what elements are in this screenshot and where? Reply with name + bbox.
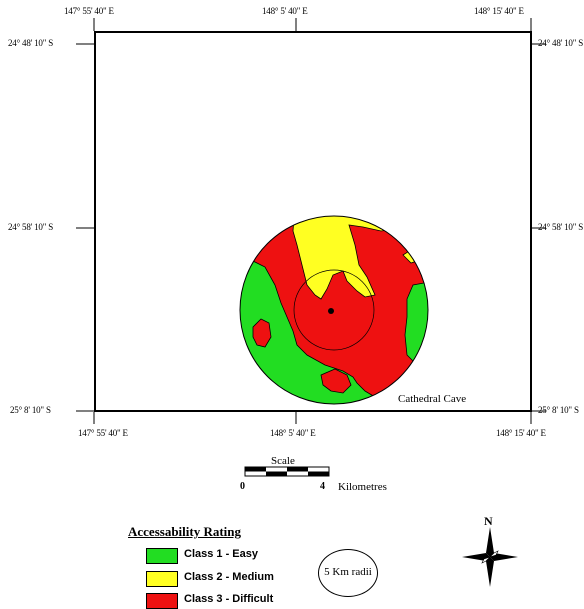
scale-units-label: Kilometres bbox=[338, 481, 387, 493]
coord-label-right-mid: 24° 58' 10" S bbox=[538, 222, 584, 232]
accessibility-zone-map bbox=[239, 215, 429, 405]
scale-bar bbox=[244, 466, 330, 477]
coord-label-left-mid: 24° 58' 10" S bbox=[8, 222, 54, 232]
coord-label-left-bottom: 25° 8' 10" S bbox=[10, 405, 51, 415]
coord-label-bottom-mid: 148° 5' 40" E bbox=[270, 428, 316, 438]
scale-max-label: 4 bbox=[320, 481, 325, 492]
site-label: Cathedral Cave bbox=[398, 393, 467, 405]
coord-label-bottom-right: 148° 15' 40" E bbox=[496, 428, 546, 438]
scale-title: Scale bbox=[271, 455, 295, 467]
map-frame bbox=[94, 31, 532, 412]
north-label: N bbox=[484, 514, 493, 528]
legend-swatch-easy bbox=[146, 548, 178, 564]
legend-title: Accessability Rating bbox=[128, 524, 242, 539]
legend-label-difficult: Class 3 - Difficult bbox=[184, 593, 274, 605]
legend-label-easy: Class 1 - Easy bbox=[184, 548, 258, 560]
cave-site-marker bbox=[328, 308, 334, 314]
coord-label-top-left: 147° 55' 40" E bbox=[64, 6, 114, 16]
radius-label: 5 Km radii bbox=[324, 566, 372, 578]
north-arrow-icon bbox=[462, 527, 518, 587]
zone-class-3-difficult-lobe bbox=[320, 368, 352, 394]
zone-class-1-easy-east bbox=[404, 280, 428, 366]
legend-swatch-medium bbox=[146, 571, 178, 587]
coord-label-left-top: 24° 48' 10" S bbox=[8, 38, 54, 48]
coord-label-right-bottom: 25° 8' 10" S bbox=[538, 405, 579, 415]
legend-label-medium: Class 2 - Medium bbox=[184, 571, 274, 583]
coord-label-bottom-left: 147° 55' 40" E bbox=[78, 428, 128, 438]
coord-label-right-top: 24° 48' 10" S bbox=[538, 38, 584, 48]
coord-label-top-mid: 148° 5' 40" E bbox=[262, 6, 308, 16]
coord-label-top-right: 148° 15' 40" E bbox=[474, 6, 524, 16]
zone-class-3-difficult-island bbox=[252, 318, 272, 348]
radius-indicator-oval bbox=[318, 549, 378, 597]
scale-min-label: 0 bbox=[240, 481, 245, 492]
